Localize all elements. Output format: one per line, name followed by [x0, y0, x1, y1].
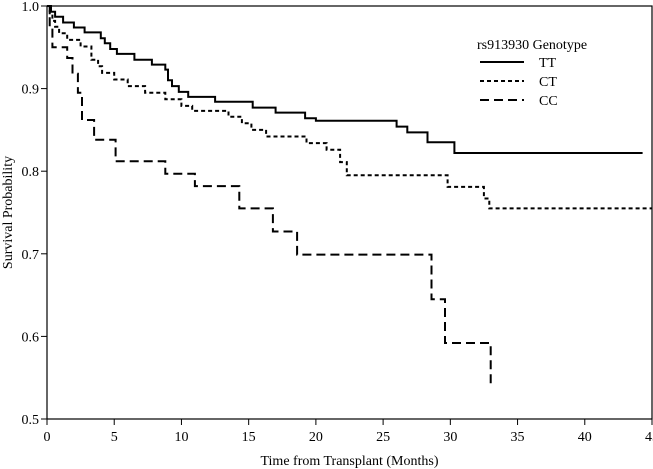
y-axis-title: Survival Probability — [1, 156, 16, 269]
series-layer — [47, 5, 652, 386]
series-line-tt — [47, 5, 643, 154]
x-tick-label: 25 — [376, 430, 390, 445]
y-tick-label: 1.0 — [22, 0, 40, 15]
y-axis: 0.5 0.6 0.7 0.8 0.9 1.0 — [22, 0, 47, 428]
y-tick-label: 0.7 — [22, 248, 40, 263]
y-tick-label: 0.8 — [22, 165, 40, 180]
series-line-ct — [47, 5, 652, 210]
x-axis-title: Time from Transplant (Months) — [260, 454, 438, 469]
x-tick-label: 30 — [443, 430, 457, 445]
x-tick-label: 45 — [645, 430, 653, 445]
x-tick-label: 20 — [309, 430, 323, 445]
x-tick-label: 0 — [44, 430, 51, 445]
x-tick-label: 10 — [174, 430, 188, 445]
plot-border — [46, 5, 653, 420]
legend-label-ct: CT — [539, 75, 557, 90]
y-tick-label: 0.9 — [22, 83, 40, 98]
plot-frame — [46, 5, 653, 420]
x-axis: 0 5 10 15 20 25 30 35 40 45 — [44, 419, 653, 445]
y-tick-label: 0.5 — [22, 413, 40, 428]
x-tick-label: 35 — [511, 430, 525, 445]
x-tick-label: 40 — [578, 430, 592, 445]
y-tick-label: 0.6 — [22, 330, 40, 345]
legend: rs913930 Genotype TT CT CC — [477, 38, 587, 109]
legend-label-tt: TT — [539, 56, 557, 71]
x-tick-label: 5 — [111, 430, 118, 445]
series-line-cc — [47, 5, 492, 386]
legend-title: rs913930 Genotype — [477, 38, 587, 53]
legend-label-cc: CC — [539, 94, 558, 109]
x-tick-label: 15 — [242, 430, 256, 445]
